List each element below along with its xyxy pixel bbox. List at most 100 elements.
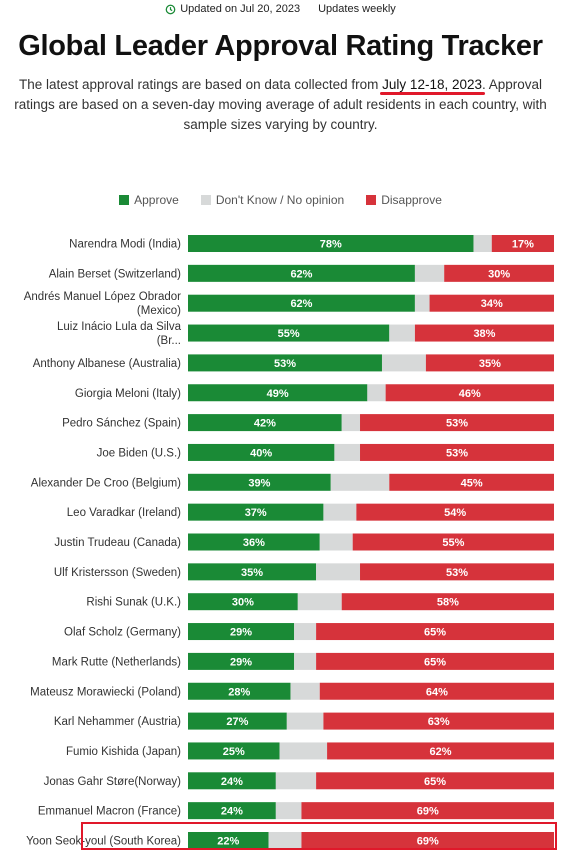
disapprove-value-label: 69% [417,836,439,848]
chart-row: Yoon Seok-youl (South Korea) 22% 69% [26,832,554,849]
chart-row: Pedro Sánchez (Spain) 42% 53% [62,414,554,432]
dont-know-bar [389,324,415,342]
approve-bar [188,414,342,432]
disapprove-value-label: 45% [461,477,483,489]
chart-legend: Approve Don't Know / No opinion Disappro… [0,193,561,207]
disapprove-value-label: 69% [417,806,439,818]
legend-dont-know-label: Don't Know / No opinion [215,193,345,207]
disapprove-bar [301,802,554,820]
chart-row: Alain Berset (Switzerland) 62% 30% [49,264,554,282]
chart-row: Luiz Inácio Lula da Silva (Br... 55% 38% [57,321,554,347]
legend-approve: Approve [119,193,179,207]
legend-disapprove-swatch [366,195,377,205]
disapprove-bar [491,235,554,252]
chart-row: Anthony Albanese (Australia) 53% 35% [33,354,554,372]
category-label: Mateusz Morawiecki (Poland) [30,686,181,698]
chart-row: Fumio Kishida (Japan) 25% 62% [66,742,554,760]
approve-bar [188,593,298,611]
legend-approve-swatch [119,195,130,205]
approve-value-label: 39% [248,477,270,489]
category-label: Justin Trudeau (Canada) [54,537,181,549]
clock-refresh-icon [165,4,176,14]
approve-value-label: 22% [217,836,239,848]
disapprove-bar [316,623,554,641]
disapprove-value-label: 65% [424,627,446,639]
disapprove-value-label: 58% [437,597,459,609]
chart-row: Giorgia Meloni (Italy) 49% 46% [75,384,554,402]
legend-dont-know: Don't Know / No opinion [200,193,345,207]
chart-row: Narendra Modi (India) 78% 17% [69,235,554,252]
approve-bar [188,742,280,760]
dont-know-bar [367,384,386,402]
approve-value-label: 55% [278,328,300,340]
approve-bar [188,772,276,790]
legend-disapprove: Disapprove [366,193,442,207]
disapprove-bar [360,443,554,461]
disapprove-value-label: 53% [446,447,468,459]
approve-bar [188,473,331,491]
category-label: Giorgia Meloni (Italy) [75,388,181,400]
disapprove-value-label: 62% [430,746,452,758]
disapprove-value-label: 65% [424,776,446,788]
disapprove-value-label: 17% [512,239,534,251]
approve-bar [188,563,317,581]
dont-know-bar [275,772,317,790]
update-info-bar: Updated on Jul 20, 2023 Updates weekly [0,0,561,18]
approve-value-label: 29% [230,627,252,639]
approve-value-label: 53% [274,358,296,370]
disapprove-bar [356,503,554,521]
chart-row: Mateusz Morawiecki (Poland) 28% 64% [30,682,554,700]
approve-bar [188,832,269,849]
approve-bar [188,443,335,461]
category-label: Pedro Sánchez (Spain) [62,418,181,430]
approve-bar [188,354,382,372]
disapprove-value-label: 54% [444,507,466,519]
approve-bar [188,652,295,670]
disapprove-bar [323,712,554,730]
approval-bar-chart: Narendra Modi (India) 78% 17% Alain Berset … [24,235,554,849]
dont-know-bar [290,682,320,700]
approve-bar [188,533,320,551]
category-label: Yoon Seok-youl (South Korea) [26,836,181,848]
dont-know-bar [294,623,317,641]
chart-row: Leo Varadkar (Ireland) 37% 54% [67,503,554,521]
disapprove-bar [425,354,554,372]
chart-row: Mark Rutte (Netherlands) 29% 65% [52,652,554,670]
chart-row: Alexander De Croo (Belgium) 39% 45% [31,473,554,491]
disapprove-bar [429,294,554,312]
dont-know-bar [341,414,361,432]
approve-bar [188,324,390,342]
disapprove-value-label: 38% [473,328,495,340]
chart-row: Andrés Manuel López Obrador (Mexico) 62% 34… [24,291,554,317]
disapprove-value-label: 63% [428,716,450,728]
disapprove-bar [319,682,554,700]
category-label: Alain Berset (Switzerland) [49,268,181,280]
category-label: Fumio Kishida (Japan) [66,746,181,758]
disapprove-value-label: 46% [459,388,481,400]
chart-row: Rishi Sunak (U.K.) 30% 58% [86,593,554,611]
dont-know-bar [473,235,492,252]
category-label: Narendra Modi (India) [69,239,181,251]
approve-bar [188,712,287,730]
category-label: Mark Rutte (Netherlands) [52,656,181,668]
disapprove-bar [360,414,554,432]
category-label: Leo Varadkar (Ireland) [67,507,181,519]
category-label: Joe Biden (U.S.) [97,447,182,459]
approve-value-label: 36% [243,537,265,549]
approve-bar [188,264,415,282]
category-label: Luiz Inácio Lula da Silva (Br... [57,321,182,347]
description-dates: July 12-18, 2023 [382,77,482,92]
dont-know-bar [275,802,302,820]
category-label: Olaf Scholz (Germany) [64,627,181,639]
dont-know-bar [334,443,361,461]
approve-value-label: 29% [230,656,252,668]
updated-date: Updated on Jul 20, 2023 [165,3,300,15]
category-label: Andrés Manuel López Obrador (Mexico) [24,291,181,317]
legend-disapprove-label: Disapprove [381,193,442,207]
disapprove-bar [414,324,554,342]
dont-know-bar [316,563,361,581]
description-lead: The latest approval ratings are based on… [18,77,383,92]
disapprove-value-label: 65% [424,656,446,668]
disapprove-value-label: 34% [481,298,503,310]
category-label: Rishi Sunak (U.K.) [86,597,181,609]
